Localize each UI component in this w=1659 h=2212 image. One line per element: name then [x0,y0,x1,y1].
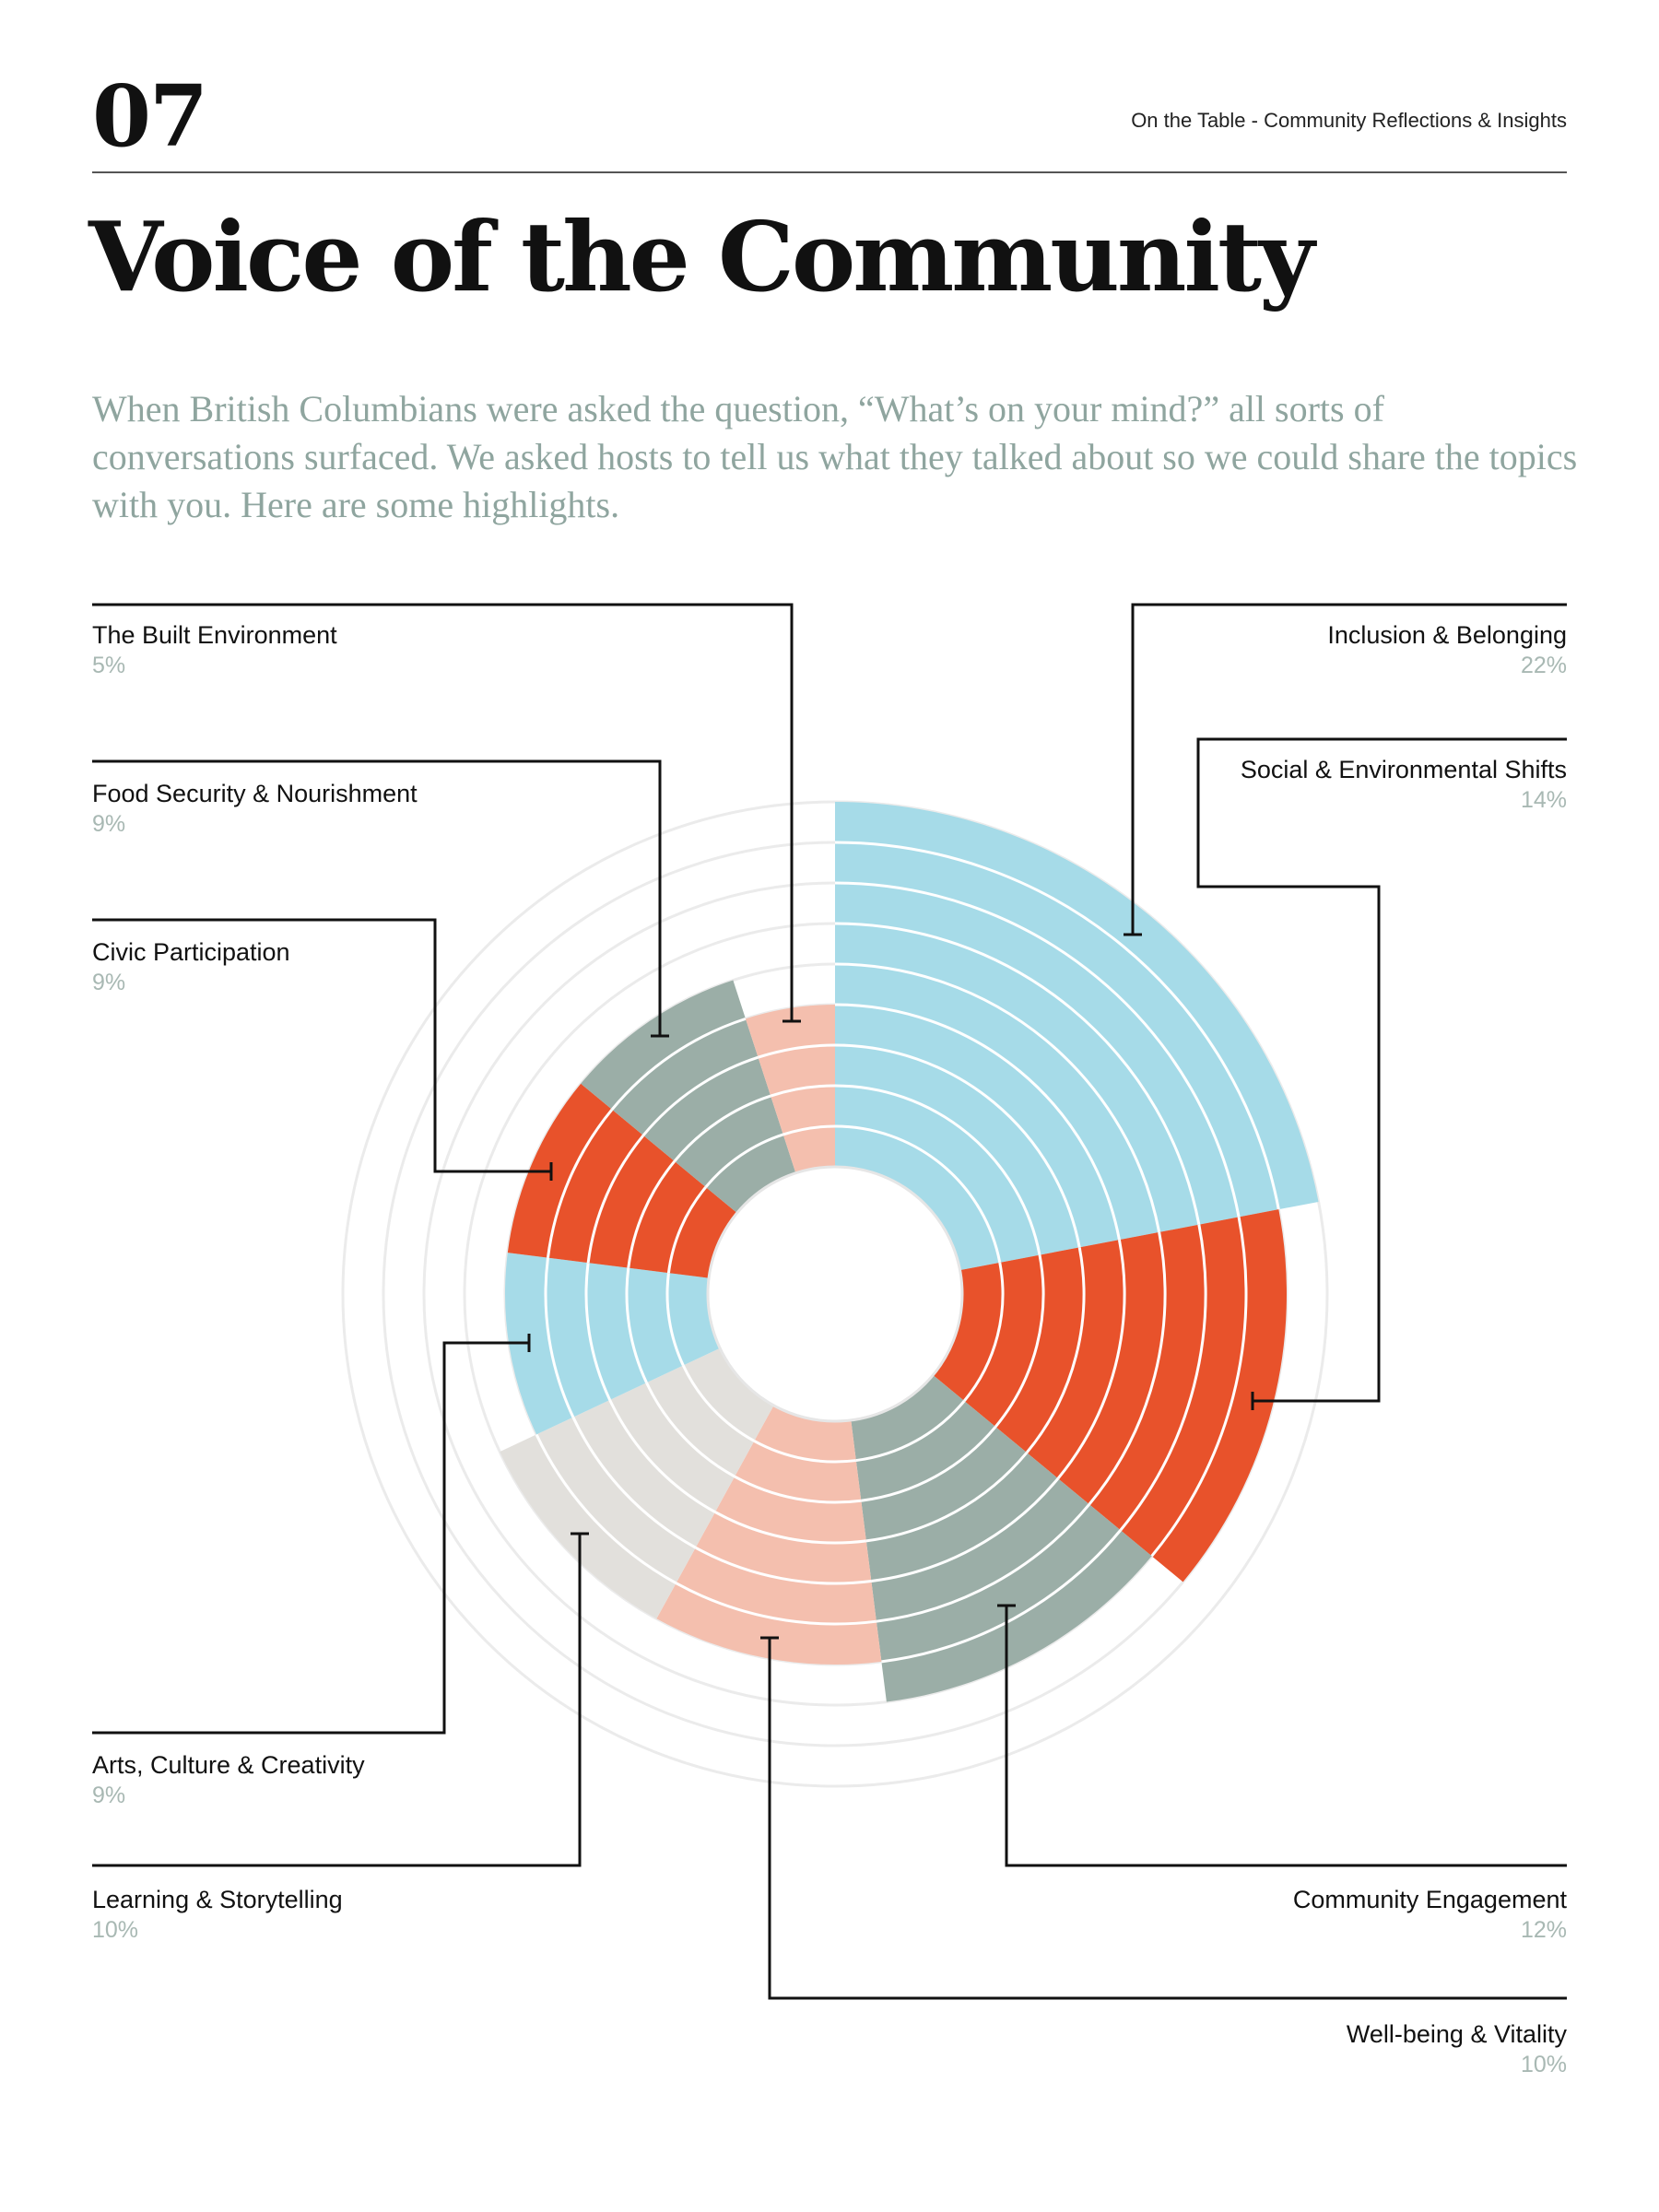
leader-line [768,1638,1567,2000]
category-percent: 5% [92,653,126,678]
segment-ring-divider [695,1546,872,1585]
segment-ring-divider [666,1186,707,1274]
segment-ring-divider [876,1503,1090,1623]
segment-ring-divider [704,1133,784,1188]
category-name: Learning & Storytelling [92,1886,343,1913]
category-percent: 10% [1520,2052,1567,2077]
segment-ring-divider [871,1477,1060,1583]
segment-ring-divider [782,1124,836,1136]
chart-segments [500,802,1319,1702]
header-divider [92,171,1567,173]
segment-ring-divider [834,1124,1002,1264]
segment-ring-divider [586,1134,645,1264]
segment-ring-divider [675,1582,877,1626]
label-the-built-environment: The Built Environment 5% [92,619,645,680]
segment-ring-divider [610,1017,747,1111]
segment-ring-divider [758,1043,836,1059]
segment-ring-divider [625,1267,648,1383]
leader-line [92,759,662,1036]
segment-ring-divider [544,1257,575,1418]
segment-ring-divider [753,1440,856,1464]
segment-ring-divider [571,1417,697,1549]
category-percent: 14% [1520,787,1567,813]
segment-ring-divider [963,1262,1005,1402]
label-well-being-vitality: Well-being & Vitality 10% [1014,2018,1567,2079]
segment-ring-divider [1119,1224,1207,1532]
segment-ring-divider [994,1254,1045,1429]
segment-ring-divider [865,1452,1029,1543]
leader-line [92,1534,582,1867]
segment-ring-divider [673,1094,771,1162]
segment-ring-divider [881,1529,1122,1664]
segment-ring-divider [681,1364,756,1442]
segment-ring-divider [834,1003,1121,1241]
leader-line [1196,737,1567,1403]
segment-ring-divider [714,1511,867,1545]
segment-ring-divider [834,922,1201,1225]
segment-ring-divider [535,1433,677,1585]
category-percent: 10% [92,1917,139,1943]
category-name: The Built Environment [92,621,337,649]
label-civic-participation: Civic Participation 9% [92,936,645,997]
category-percent: 9% [92,1783,126,1808]
segment-ring-divider [834,881,1241,1218]
segment-ring-divider [861,1426,997,1502]
category-name: Food Security & Nourishment [92,780,418,807]
segment-community-engagement [851,1374,1152,1702]
label-food-security-nourishment: Food Security & Nourishment 9% [92,778,645,839]
segment-ring-divider [770,1084,836,1098]
label-inclusion-belonging: Inclusion & Belonging 22% [1014,619,1567,680]
segment-ring-divider [665,1273,685,1367]
leader-line [92,1341,529,1735]
category-name: Civic Participation [92,938,290,966]
page-number: 07 [92,66,208,166]
category-percent: 9% [92,811,126,837]
segment-ring-divider [608,1399,716,1513]
segment-ring-divider [855,1400,966,1463]
leader-line [1005,1606,1567,1867]
label-social-environmental-shifts: Social & Environmental Shifts 14% [1014,754,1567,815]
segment-ring-divider [627,1159,677,1268]
intro-paragraph: When British Columbians were asked the q… [92,388,1578,525]
segment-ring-divider [734,1475,862,1504]
category-percent: 9% [92,970,126,995]
category-name: Community Engagement [1292,1886,1567,1913]
leader-line [92,603,794,1021]
segment-ring-divider [834,841,1280,1210]
chart-center [706,1165,964,1423]
segment-ring-divider [641,1055,759,1136]
category-name: Social & Environmental Shifts [1240,756,1567,783]
leader-lines [92,603,1567,2000]
segment-ring-divider [546,1108,614,1258]
segment-ring-divider [1088,1231,1167,1506]
leader-line [92,918,551,1173]
segment-learning-storytelling [500,1347,774,1619]
segment-ring-divider [1025,1247,1086,1454]
label-arts-culture-creativity: Arts, Culture & Creativity 9% [92,1749,645,1810]
category-percent: 12% [1520,1917,1567,1943]
segment-ring-divider [834,1043,1081,1248]
segment-ring-divider [834,962,1161,1233]
label-learning-storytelling: Learning & Storytelling 10% [92,1884,645,1945]
page-title: Voice of the Community [88,200,1314,313]
category-name: Inclusion & Belonging [1327,621,1567,649]
segment-ring-divider [1056,1239,1126,1480]
segment-ring-divider [1150,1217,1248,1558]
label-community-engagement: Community Engagement 12% [1014,1884,1567,1945]
category-percent: 22% [1520,653,1567,678]
segment-ring-divider [834,1084,1041,1255]
running-header: On the Table - Community Reflections & I… [1131,109,1567,132]
segment-inclusion-belonging [835,802,1319,1271]
leader-line [1131,603,1567,935]
segment-ring-divider [645,1382,735,1478]
category-name: Well-being & Vitality [1346,2020,1567,2048]
segment-ring-divider [584,1262,612,1401]
category-name: Arts, Culture & Creativity [92,1751,365,1779]
